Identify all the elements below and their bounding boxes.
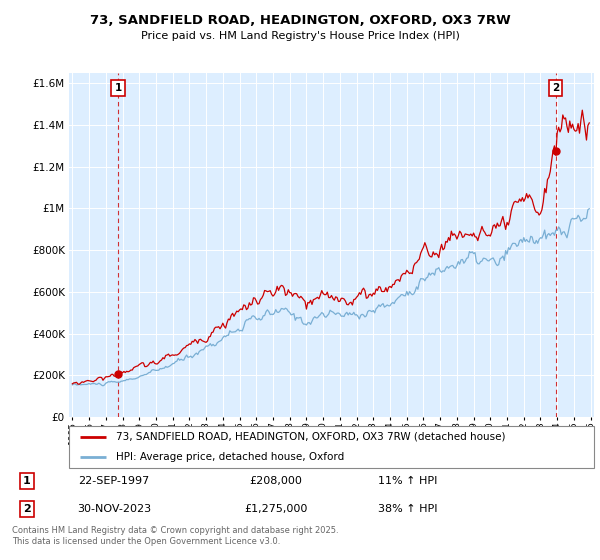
FancyBboxPatch shape — [69, 426, 594, 468]
Text: 22-SEP-1997: 22-SEP-1997 — [79, 476, 149, 486]
Text: Price paid vs. HM Land Registry's House Price Index (HPI): Price paid vs. HM Land Registry's House … — [140, 31, 460, 41]
Text: 2: 2 — [552, 83, 560, 94]
Text: 38% ↑ HPI: 38% ↑ HPI — [378, 503, 438, 514]
Text: HPI: Average price, detached house, Oxford: HPI: Average price, detached house, Oxfo… — [116, 452, 344, 462]
Text: £1,275,000: £1,275,000 — [244, 503, 308, 514]
Text: Contains HM Land Registry data © Crown copyright and database right 2025.
This d: Contains HM Land Registry data © Crown c… — [12, 526, 338, 546]
Text: 1: 1 — [115, 83, 122, 94]
Text: 2: 2 — [23, 503, 31, 514]
Text: 1: 1 — [23, 476, 31, 486]
Text: 73, SANDFIELD ROAD, HEADINGTON, OXFORD, OX3 7RW (detached house): 73, SANDFIELD ROAD, HEADINGTON, OXFORD, … — [116, 432, 506, 442]
Text: £208,000: £208,000 — [250, 476, 302, 486]
Text: 11% ↑ HPI: 11% ↑ HPI — [379, 476, 437, 486]
Text: 30-NOV-2023: 30-NOV-2023 — [77, 503, 151, 514]
Text: 73, SANDFIELD ROAD, HEADINGTON, OXFORD, OX3 7RW: 73, SANDFIELD ROAD, HEADINGTON, OXFORD, … — [89, 14, 511, 27]
